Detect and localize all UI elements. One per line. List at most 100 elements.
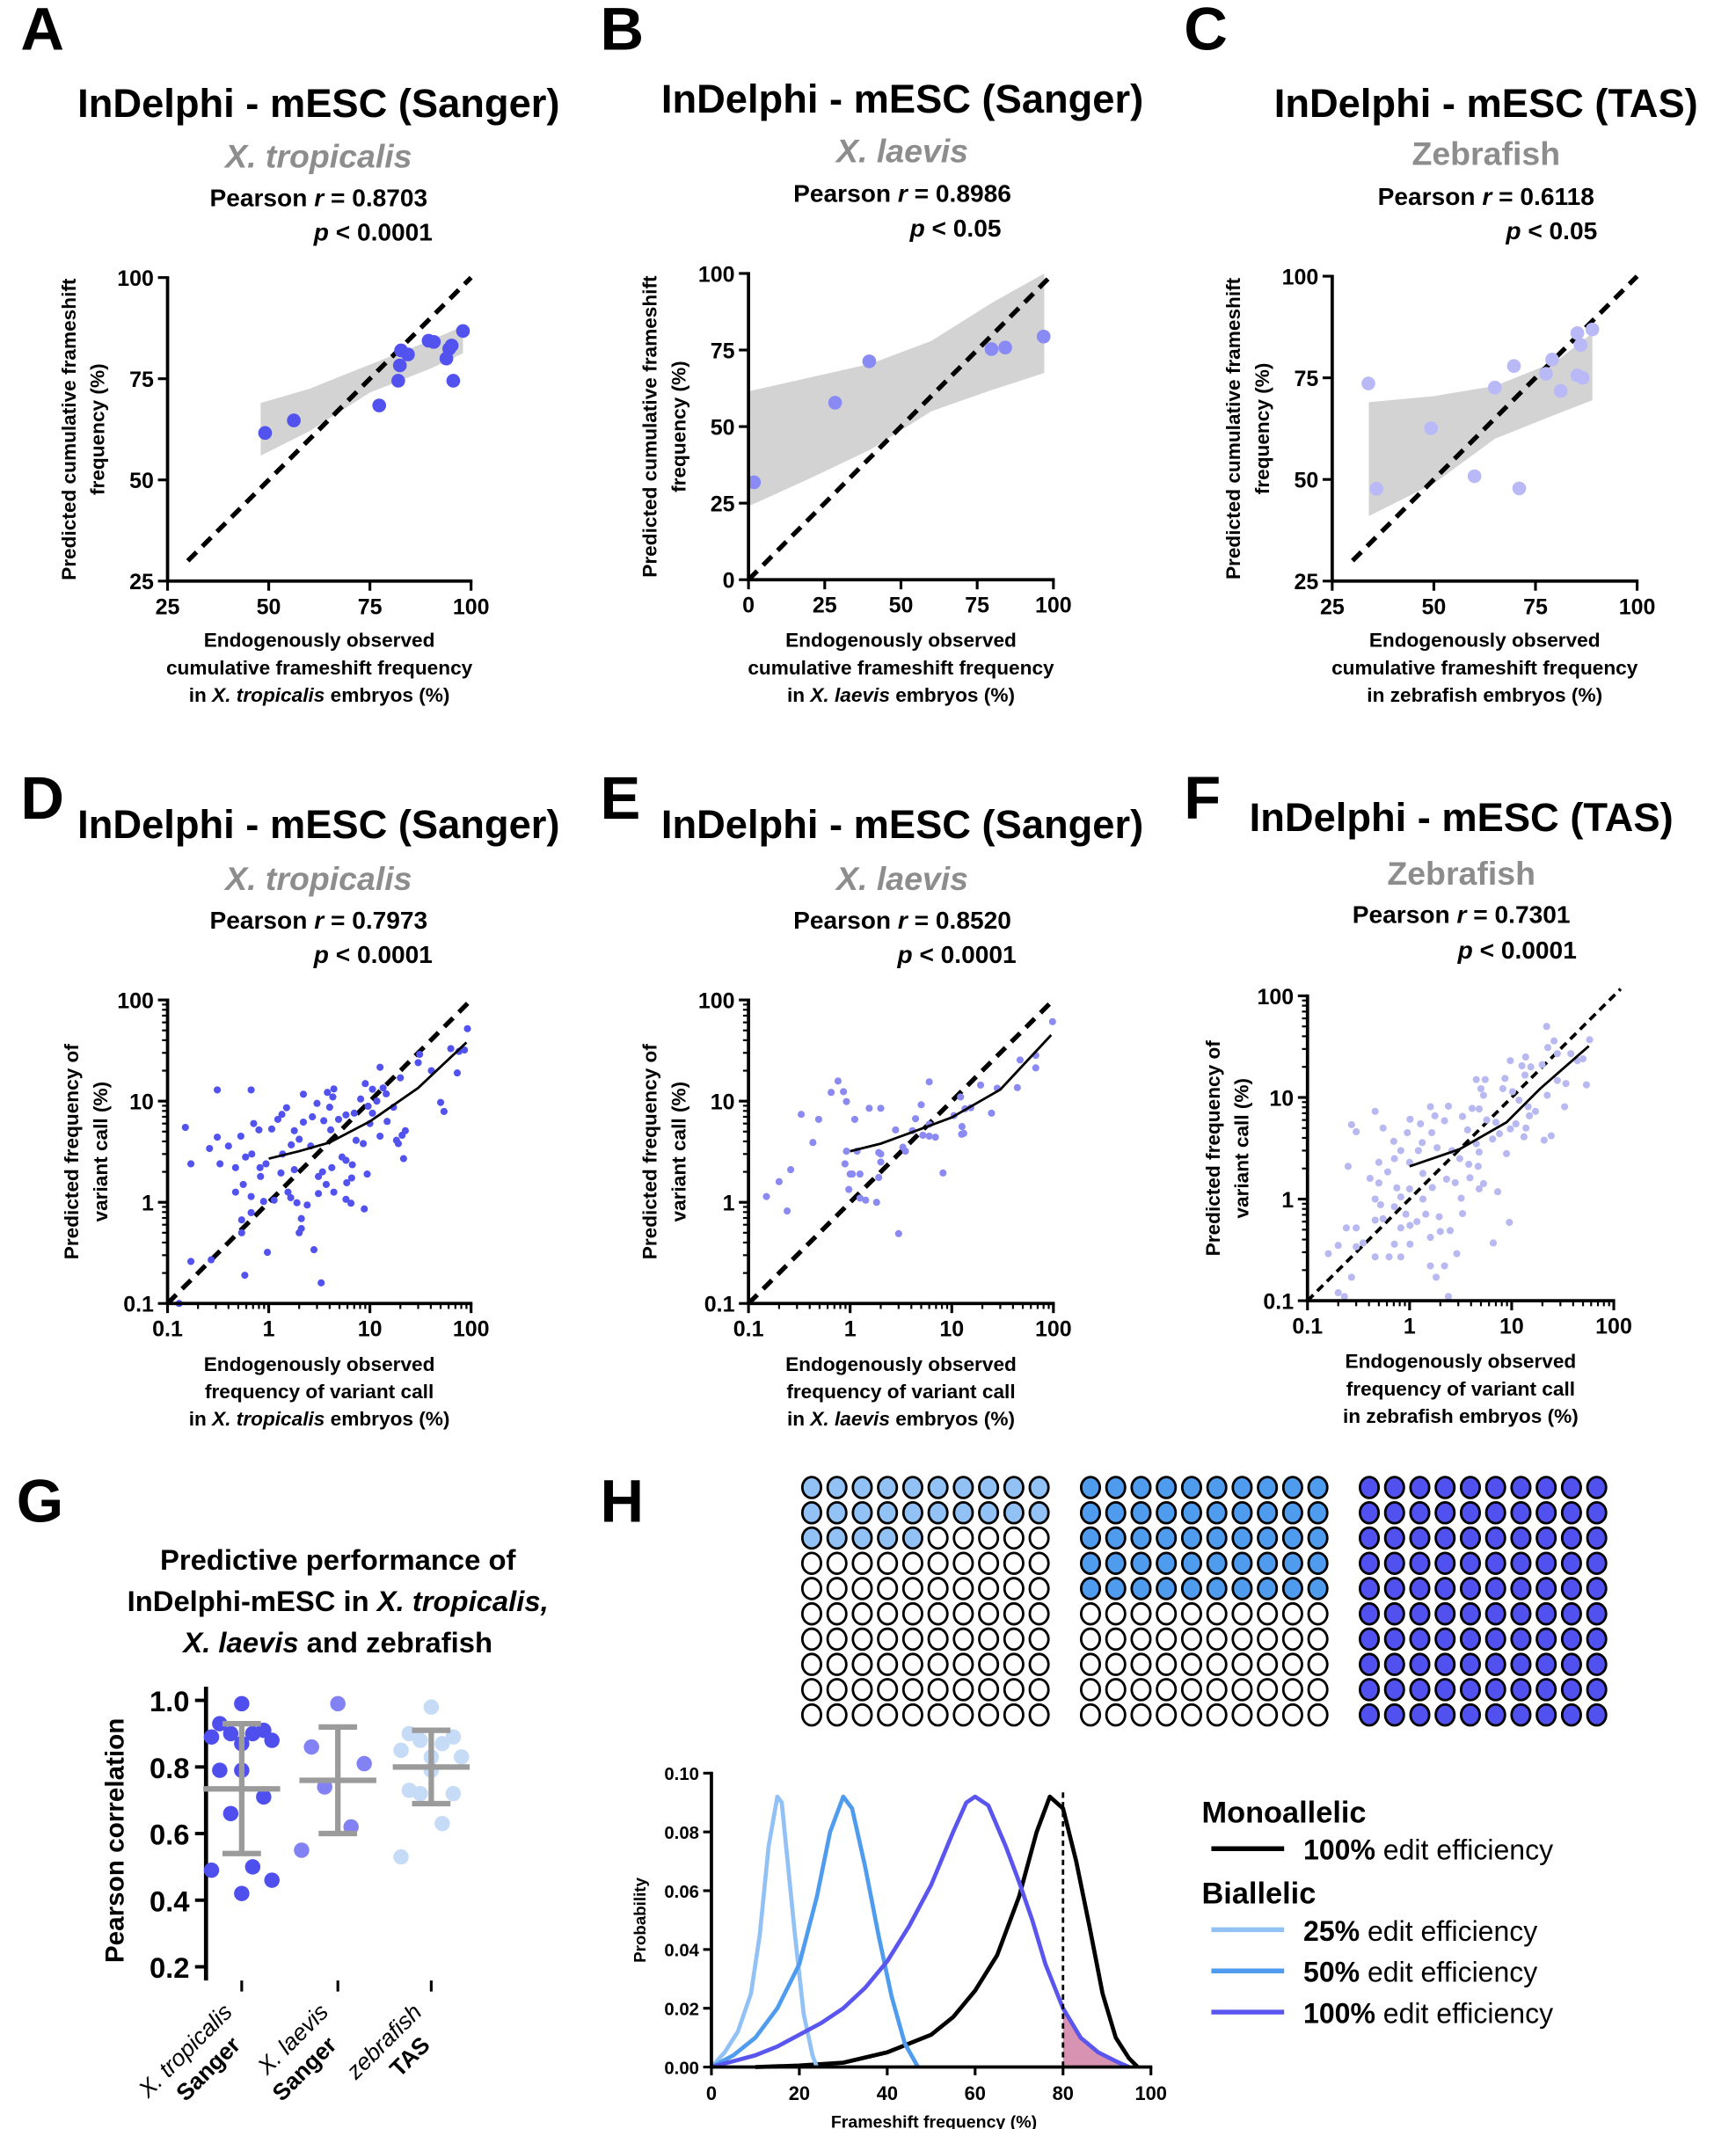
- data-point: [1472, 1075, 1480, 1083]
- x-tick-label: 0.1: [1292, 1315, 1323, 1339]
- data-point: [1397, 1224, 1404, 1232]
- y-tick-label: 0.08: [664, 1824, 699, 1843]
- waffle-dot: [1079, 1627, 1102, 1651]
- y-tick-label-part: 0: [723, 569, 735, 594]
- data-point: [1457, 1194, 1465, 1202]
- x-tick-label-part: 0.1: [152, 1317, 183, 1342]
- waffle-grid: [800, 1476, 1050, 1727]
- x-axis-label: cumulative frameshift frequency: [1331, 657, 1638, 679]
- data-point: [186, 1160, 195, 1168]
- y-tick-label-part: 0.4: [150, 1885, 190, 1917]
- chart-title-part: InDelphi - mESC (TAS): [1250, 795, 1674, 840]
- data-point: [1048, 1017, 1056, 1025]
- waffle-dot: [877, 1476, 899, 1499]
- data-point: [264, 1872, 280, 1888]
- data-point: [787, 1166, 795, 1174]
- data-point: [186, 1258, 195, 1265]
- waffle-dot: [978, 1627, 1000, 1651]
- data-point: [1441, 1262, 1448, 1270]
- waffle-dot: [851, 1627, 873, 1651]
- waffle-dot: [952, 1551, 974, 1575]
- waffle-dot: [952, 1500, 974, 1525]
- y-tick-label: 100: [698, 988, 735, 1013]
- waffle-dot: [1484, 1476, 1506, 1499]
- x-axis-label-part: embryos (%): [890, 684, 1015, 706]
- data-point: [988, 1109, 996, 1117]
- waffle-dot: [901, 1678, 923, 1702]
- y-tick-label: 10: [129, 1090, 154, 1115]
- data-point: [376, 1132, 384, 1141]
- data-point: [1508, 1088, 1516, 1096]
- x-tick-label-part: 10: [1499, 1315, 1524, 1339]
- waffle-dot: [927, 1476, 949, 1499]
- x-tick-label-part: 0: [742, 594, 755, 618]
- panel-letter: C: [1184, 0, 1228, 62]
- waffle-dot: [1281, 1702, 1303, 1727]
- data-point: [1353, 1127, 1360, 1136]
- waffle-dot: [1257, 1500, 1279, 1525]
- panel-letter: F: [1184, 764, 1221, 832]
- data-point: [206, 1144, 214, 1153]
- data-point: [856, 1194, 864, 1202]
- waffle-dot: [1028, 1678, 1050, 1702]
- waffle-dot: [1003, 1526, 1025, 1550]
- waffle-dot: [1459, 1476, 1481, 1499]
- y-tick-label-part: 100: [698, 262, 735, 287]
- data-point: [1347, 1273, 1355, 1281]
- data-point: [1419, 1139, 1426, 1147]
- data-point: [1340, 1293, 1348, 1301]
- x-axis-label-part: in: [189, 1408, 212, 1430]
- waffle-dot: [901, 1627, 923, 1651]
- waffle-dot: [1510, 1601, 1532, 1626]
- data-point: [352, 1136, 360, 1144]
- waffle-dot: [1307, 1476, 1329, 1499]
- x-tick-label: 100: [453, 594, 490, 619]
- data-point: [1463, 1126, 1471, 1134]
- waffle-dot: [1586, 1678, 1608, 1702]
- waffle-dot: [1180, 1678, 1202, 1702]
- waffle-dot: [1586, 1652, 1608, 1676]
- x-tick-label-part: 100: [1134, 2082, 1166, 2104]
- data-point: [414, 1059, 422, 1067]
- data-point: [1393, 1184, 1401, 1192]
- data-point: [294, 1842, 310, 1858]
- data-point: [287, 1193, 295, 1202]
- x-tick-label: 80: [1053, 2082, 1074, 2104]
- data-point: [262, 1160, 270, 1168]
- waffle-dot: [1281, 1652, 1303, 1676]
- legend-entry-part: 100%: [1303, 1834, 1375, 1866]
- x-axis-label: in X. tropicalis embryos (%): [189, 684, 450, 706]
- waffle-dot: [1510, 1526, 1532, 1550]
- waffle-dot: [1281, 1526, 1303, 1550]
- waffle-dot: [1180, 1702, 1202, 1727]
- waffle-dot: [1434, 1627, 1456, 1651]
- y-axis-label: Predicted frequency of: [61, 1044, 83, 1260]
- waffle-dot: [800, 1526, 822, 1550]
- data-point: [1479, 1179, 1487, 1188]
- data-point: [1402, 1210, 1410, 1218]
- waffle-dot: [1003, 1551, 1025, 1575]
- waffle-dot: [800, 1551, 822, 1575]
- waffle-dot: [1409, 1702, 1431, 1727]
- x-tick-label: 75: [1523, 594, 1548, 619]
- waffle-dot: [901, 1476, 923, 1499]
- waffle-dot: [826, 1601, 848, 1626]
- data-point: [1428, 1184, 1436, 1192]
- y-tick-label-part: 10: [711, 1090, 735, 1115]
- chart-title-part: InDelphi-mESC in: [128, 1585, 377, 1617]
- data-point: [984, 342, 999, 356]
- data-point: [288, 1141, 295, 1148]
- x-axis-label: frequency of variant call: [1346, 1378, 1575, 1400]
- waffle-dot: [952, 1652, 974, 1676]
- waffle-dot: [1231, 1702, 1253, 1727]
- waffle-dot: [1257, 1627, 1279, 1651]
- shaded-region: [1062, 2008, 1129, 2067]
- waffle-dot: [1409, 1500, 1431, 1525]
- data-point: [1371, 1216, 1379, 1224]
- waffle-dot: [1156, 1551, 1178, 1575]
- waffle-dot: [1307, 1652, 1329, 1676]
- pearson-r-part: Pearson: [793, 180, 898, 208]
- data-point: [1550, 1037, 1558, 1045]
- x-axis-label-part: Endogenously observed: [785, 630, 1017, 652]
- pearson-r-part: r: [898, 907, 909, 934]
